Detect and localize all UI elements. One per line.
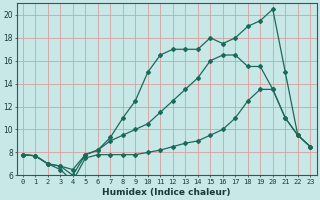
X-axis label: Humidex (Indice chaleur): Humidex (Indice chaleur) [102,188,231,197]
